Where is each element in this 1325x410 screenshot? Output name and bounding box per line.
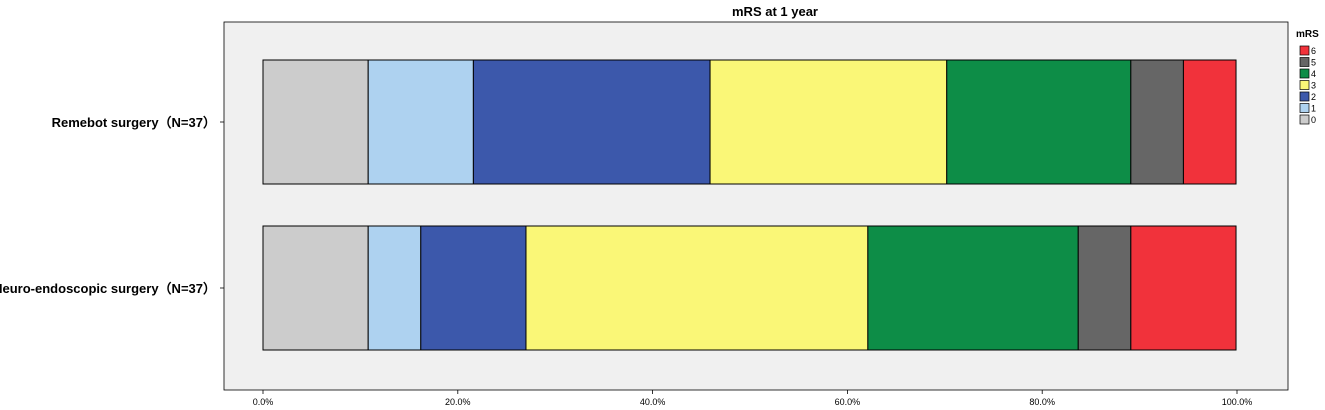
legend: mRS 6 54 32 10 bbox=[1296, 29, 1319, 125]
legend-label-mrs-4: 4 bbox=[1311, 69, 1316, 79]
x-tick-label: 0.0% bbox=[253, 397, 274, 407]
legend-swatch-mrs-0 bbox=[1299, 114, 1310, 125]
bar-segment-mrs-1-cat-1 bbox=[367, 225, 422, 351]
x-tick-label: 100.0% bbox=[1222, 397, 1253, 407]
legend-label-mrs-0: 0 bbox=[1311, 115, 1316, 125]
bar-segment-mrs-5-cat-1 bbox=[1077, 225, 1132, 351]
legend-swatch-mrs-4 bbox=[1299, 68, 1310, 79]
legend-swatch-mrs-6 bbox=[1299, 45, 1310, 56]
legend-label-mrs-2: 2 bbox=[1311, 92, 1316, 102]
legend-label-mrs-1: 1 bbox=[1311, 104, 1316, 114]
bar-segment-mrs-1-cat-0 bbox=[367, 59, 474, 185]
bar-segment-mrs-4-cat-0 bbox=[946, 59, 1132, 185]
legend-swatch-mrs-1 bbox=[1299, 103, 1310, 113]
plot-area: Remebot surgery（N=37） Neuro-endoscopic su… bbox=[0, 21, 1289, 407]
bar-segment-mrs-3-cat-0 bbox=[709, 59, 948, 185]
bar-segment-mrs-6-cat-1 bbox=[1130, 225, 1237, 351]
bar-segment-mrs-2-cat-1 bbox=[420, 225, 527, 351]
legend-label-mrs-5: 5 bbox=[1311, 58, 1316, 68]
x-tick-label: 20.0% bbox=[445, 397, 471, 407]
legend-swatch-mrs-5 bbox=[1299, 57, 1310, 67]
legend-swatch-mrs-3 bbox=[1299, 80, 1310, 90]
x-tick-label: 80.0% bbox=[1029, 397, 1055, 407]
category-label: Remebot surgery（N=37） bbox=[52, 115, 216, 130]
legend-swatch-mrs-2 bbox=[1299, 91, 1310, 102]
chart-title: mRS at 1 year bbox=[732, 4, 818, 19]
legend-label-mrs-3: 3 bbox=[1311, 81, 1316, 91]
legend-title: mRS bbox=[1296, 29, 1319, 40]
bar-segment-mrs-5-cat-0 bbox=[1130, 59, 1184, 185]
bar-segment-mrs-0-cat-1 bbox=[262, 225, 369, 351]
bar-segment-mrs-3-cat-1 bbox=[525, 225, 869, 351]
bar-segment-mrs-4-cat-1 bbox=[867, 225, 1079, 351]
x-tick-label: 40.0% bbox=[640, 397, 666, 407]
bar-segment-mrs-2-cat-0 bbox=[472, 59, 711, 185]
legend-label-mrs-6: 6 bbox=[1311, 46, 1316, 56]
bar-segment-mrs-6-cat-0 bbox=[1182, 59, 1237, 185]
bar-segment-mrs-0-cat-0 bbox=[262, 59, 369, 185]
x-tick-label: 60.0% bbox=[835, 397, 861, 407]
category-label: Neuro-endoscopic surgery（N=37） bbox=[0, 281, 216, 296]
